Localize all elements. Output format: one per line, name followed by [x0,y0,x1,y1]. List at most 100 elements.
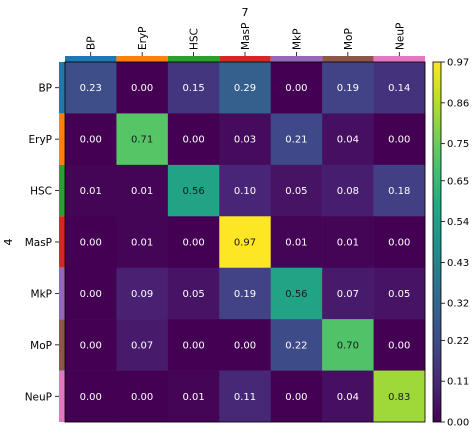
heatmap-cell [219,62,272,114]
x-tick-label: EryP [137,27,149,51]
colorbar-tick-label: 0.97 [447,58,469,69]
heatmap-cell [322,62,374,114]
heatmap-cell [322,216,374,269]
y-tick-label: NeuP [25,391,52,403]
cell-value-label: 0.01 [131,186,153,197]
heatmap-cell [116,216,169,269]
x-axis-title: 7 [242,6,249,19]
cell-value-label: 0.00 [388,340,410,351]
heatmap-cell [270,267,323,320]
y-tick-label: MkP [31,288,52,300]
heatmap-cell [373,113,426,166]
heatmap-cell [167,164,220,217]
row-color-strip [59,62,65,114]
colorbar-tick-label: 0.11 [447,377,469,388]
y-axis-title: 4 [2,239,15,246]
cell-value-label: 0.70 [337,340,359,351]
heatmap-cell [373,62,426,114]
column-color-strip [322,56,374,62]
x-tick-label: MoP [343,28,355,50]
cell-value-label: 0.29 [234,83,256,94]
cell-value-label: 0.05 [182,289,204,300]
y-tick-label: MasP [25,237,52,249]
heatmap-cell [270,164,323,217]
cell-value-label: 0.01 [337,238,359,249]
x-tick-label: MasP [240,23,252,50]
cell-value-label: 0.00 [285,83,307,94]
cell-value-label: 0.97 [234,238,256,249]
heatmap-cell [373,319,426,371]
column-color-strip [219,56,271,62]
heatmap-cell [219,370,272,423]
heatmap-cell [322,319,374,371]
cell-value-label: 0.00 [80,238,102,249]
colorbar-tick-label: 0.75 [447,139,469,150]
heatmap-cell [167,267,220,320]
cell-value-label: 0.00 [80,135,102,146]
cell-value-label: 0.00 [131,392,153,403]
heatmap-cell [270,319,323,371]
cell-value-label: 0.05 [285,186,307,197]
heatmap-cell [373,216,426,269]
heatmap-cell [270,216,323,269]
cell-value-label: 0.00 [388,238,410,249]
column-color-strip [373,56,425,62]
cell-value-label: 0.18 [388,186,410,197]
cell-value-label: 0.11 [234,392,256,403]
cell-value-label: 0.08 [337,186,359,197]
heatmap-cell [65,267,117,320]
y-tick-label: HSC [30,186,52,198]
cell-value-label: 0.10 [234,186,256,197]
colorbar-tick-label: 0.00 [447,418,469,429]
cell-value-label: 0.07 [131,340,153,351]
heatmap-cell [65,113,117,166]
heatmap-cell [116,370,169,423]
heatmap-cell [65,370,117,423]
row-color-strip [59,164,65,217]
heatmap-cell [116,319,169,371]
heatmap-cell [270,113,323,166]
row-color-strip [59,370,65,422]
column-color-strip [116,56,168,62]
heatmap-cells: 0.23 0.00 0.15 0.29 0.00 0.19 0.14 0.00 0.71 0.00… [65,62,426,423]
column-color-strips [65,56,425,62]
colorbar-tick-label: 0.22 [447,336,469,347]
heatmap-cell [322,267,374,320]
cell-value-label: 0.00 [80,340,102,351]
heatmap-cell [116,164,169,217]
cell-value-label: 0.21 [285,135,307,146]
cell-value-label: 0.23 [80,83,102,94]
colorbar-gradient [432,61,442,423]
row-color-strip [59,267,65,320]
cell-value-label: 0.22 [285,340,307,351]
x-tick-label: HSC [189,28,201,50]
x-tick-label: MkP [291,29,303,50]
heatmap-cell [322,164,374,217]
heatmap-cell [65,319,117,371]
cell-value-label: 0.19 [337,83,359,94]
cell-value-label: 0.01 [80,186,102,197]
colorbar-tick-label: 0.65 [447,176,469,187]
heatmap-cell [270,370,323,423]
y-tick-label: BP [38,83,52,95]
cell-value-label: 0.09 [131,289,153,300]
cell-value-label: 0.83 [388,392,410,403]
heatmap-cell [219,216,272,269]
cell-value-label: 0.15 [182,83,204,94]
row-color-strips [59,62,65,422]
heatmap-cell [270,62,323,114]
cell-value-label: 0.01 [131,238,153,249]
cell-value-label: 0.04 [337,392,359,403]
cell-value-label: 0.71 [131,135,153,146]
x-tick-label: NeuP [394,23,406,50]
column-color-strip [167,56,220,62]
cell-value-label: 0.04 [337,135,359,146]
cell-value-label: 0.56 [182,186,204,197]
cell-value-label: 0.07 [337,289,359,300]
cell-value-label: 0.56 [285,289,307,300]
colorbar-tick-label: 0.32 [447,299,469,310]
column-color-strip [65,56,117,62]
heatmap-cell [322,113,374,166]
heatmap-cell [373,370,426,423]
heatmap-cell [167,319,220,371]
